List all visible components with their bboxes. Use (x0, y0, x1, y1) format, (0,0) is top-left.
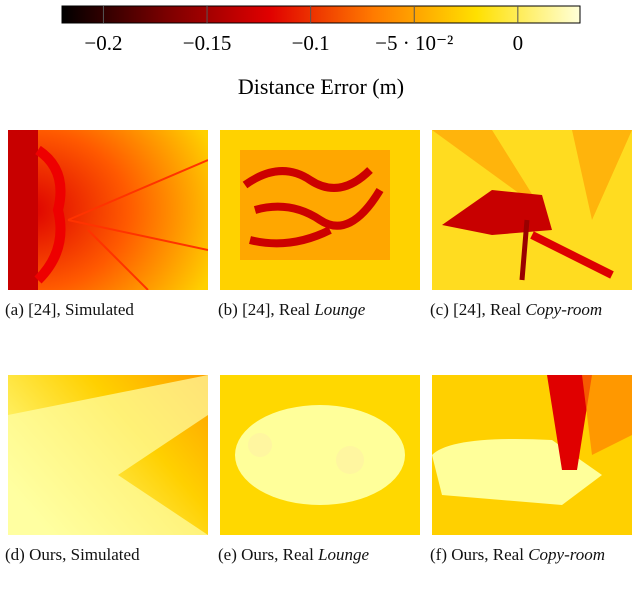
heatmap (220, 375, 420, 535)
heatmap (8, 130, 208, 290)
caption: (f) Ours, Real Copy-room (430, 545, 635, 565)
caption-text: (c) [24], Real (430, 300, 522, 319)
colorbar-label: Distance Error (m) (238, 74, 404, 99)
caption-italic: Lounge (318, 545, 370, 564)
caption: (e) Ours, Real Lounge (218, 545, 423, 565)
caption: (a) [24], Simulated (5, 300, 210, 320)
caption-italic: Copy-room (525, 300, 603, 319)
colorbar-gradient (61, 5, 581, 24)
caption: (b) [24], Real Lounge (218, 300, 423, 320)
tick-label: 0 (513, 31, 524, 55)
caption-italic: Lounge (314, 300, 366, 319)
caption-text: (f) Ours, Real (430, 545, 524, 564)
caption: (d) Ours, Simulated (5, 545, 210, 565)
caption-text: (a) [24], Simulated (5, 300, 134, 319)
heatmap (432, 375, 632, 535)
colorbar: −0.2 −0.15 −0.1 −5 · 10⁻² 0 Distance Error (… (61, 5, 581, 99)
caption: (c) [24], Real Copy-room (430, 300, 635, 320)
caption-italic: Copy-room (528, 545, 606, 564)
tick-label: −0.15 (183, 31, 232, 55)
heatmap (432, 130, 632, 290)
heatmap (220, 130, 420, 290)
caption-text: (b) [24], Real (218, 300, 311, 319)
heatmap (8, 375, 208, 535)
tick-label: −5 · 10⁻² (375, 31, 453, 55)
tick-label: −0.2 (84, 31, 122, 55)
caption-text: (e) Ours, Real (218, 545, 314, 564)
caption-text: (d) Ours, Simulated (5, 545, 140, 564)
tick-label: −0.1 (292, 31, 330, 55)
